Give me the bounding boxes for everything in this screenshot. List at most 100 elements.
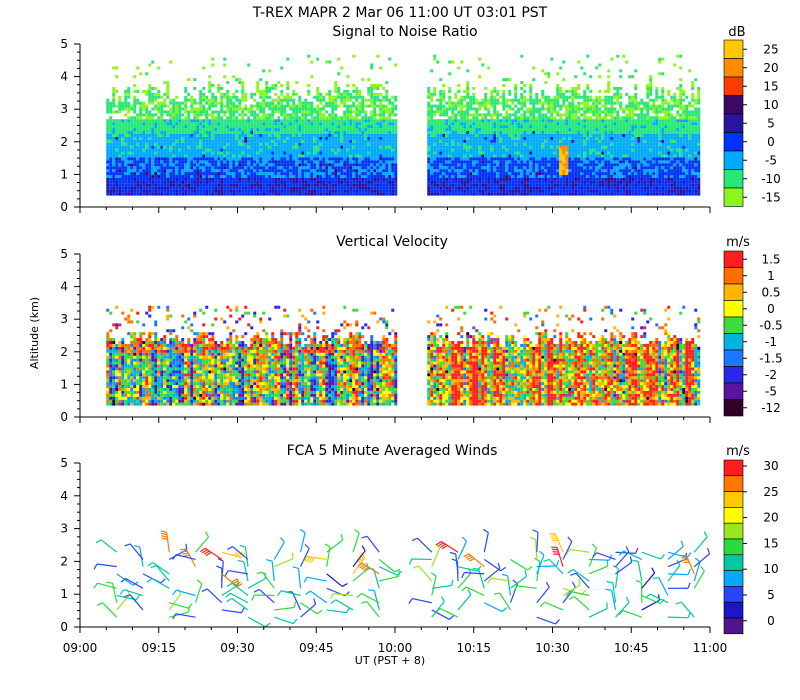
snr-cell [313,125,317,129]
snr-cell [349,163,353,167]
snr-cell [388,166,392,170]
snr-cell [391,145,395,149]
snr-cell [433,180,437,184]
snr-cell [535,148,539,152]
snr-cell [118,104,122,108]
snr-cell [130,145,134,149]
snr-cell [541,180,545,184]
snr-cell [550,136,554,140]
snr-cell [196,116,200,120]
snr-cell [136,160,140,164]
snr-cell [220,183,224,187]
snr-cell [304,154,308,158]
snr-cell [325,180,329,184]
snr-cell [163,110,167,114]
snr-cell [493,145,497,149]
snr-cell [385,148,389,152]
snr-cell [160,145,164,149]
snr-cell [496,119,500,123]
snr-cell [175,142,179,146]
snr-cell [283,180,287,184]
snr-cell [256,122,260,126]
snr-cell [199,98,203,102]
snr-cell [163,154,167,158]
snr-cell [481,160,485,164]
snr-cell [484,192,488,196]
snr-cell [544,177,548,181]
snr-cell [370,151,374,155]
snr-cell [535,186,539,190]
snr-cell [178,107,182,111]
snr-cell [328,174,332,178]
snr-cell [364,160,368,164]
snr-cell [436,183,440,187]
snr-cell [379,66,383,70]
snr-cell [325,136,329,140]
snr-cell [208,145,212,149]
snr-cell [199,101,203,105]
snr-cell [229,136,233,140]
snr-cell [358,145,362,149]
snr-cell [457,180,461,184]
snr-cell [382,180,386,184]
snr-cell [154,119,158,123]
snr-cell [112,142,116,146]
snr-cell [154,92,158,96]
snr-cell [214,172,218,176]
snr-cell [196,122,200,126]
snr-cell [172,189,176,193]
snr-cell [454,166,458,170]
snr-cell [445,154,449,158]
snr-cell [304,186,308,190]
snr-cell [376,122,380,126]
snr-cell [298,148,302,152]
snr-cell [109,133,113,137]
snr-cell [115,136,119,140]
snr-cell [361,116,365,120]
snr-cell [481,166,485,170]
snr-cell [268,174,272,178]
snr-cell [532,157,536,161]
snr-cell [115,66,119,70]
snr-cell [385,189,389,193]
snr-cell [301,148,305,152]
snr-cell [298,157,302,161]
snr-cell [253,110,257,114]
snr-cell [328,92,332,96]
snr-cell [208,139,212,143]
snr-cell [208,104,212,108]
snr-cell [172,107,176,111]
snr-cell [364,154,368,158]
snr-cell [256,145,260,149]
snr-cell [211,101,215,105]
snr-cell [502,116,506,120]
snr-cell [433,119,437,123]
snr-cell [187,154,191,158]
snr-cell [559,116,563,120]
snr-cell [268,69,272,73]
snr-cell [145,125,149,129]
snr-cell [328,133,332,137]
snr-cell [292,186,296,190]
snr-cell [130,119,134,123]
snr-cell [448,192,452,196]
snr-cell [184,174,188,178]
snr-cell [316,98,320,102]
snr-cell [190,174,194,178]
snr-cell [484,130,488,134]
snr-cell [145,107,149,111]
snr-cell [484,169,488,173]
snr-cell [547,166,551,170]
snr-cell [157,66,161,70]
snr-cell [457,148,461,152]
snr-cell [445,166,449,170]
snr-cell [136,133,140,137]
snr-cell [319,160,323,164]
snr-cell [124,183,128,187]
snr-cell [157,151,161,155]
snr-cell [448,89,452,93]
snr-cell [427,119,431,123]
snr-cell [127,92,131,96]
snr-cell [379,98,383,102]
snr-cell [187,157,191,161]
